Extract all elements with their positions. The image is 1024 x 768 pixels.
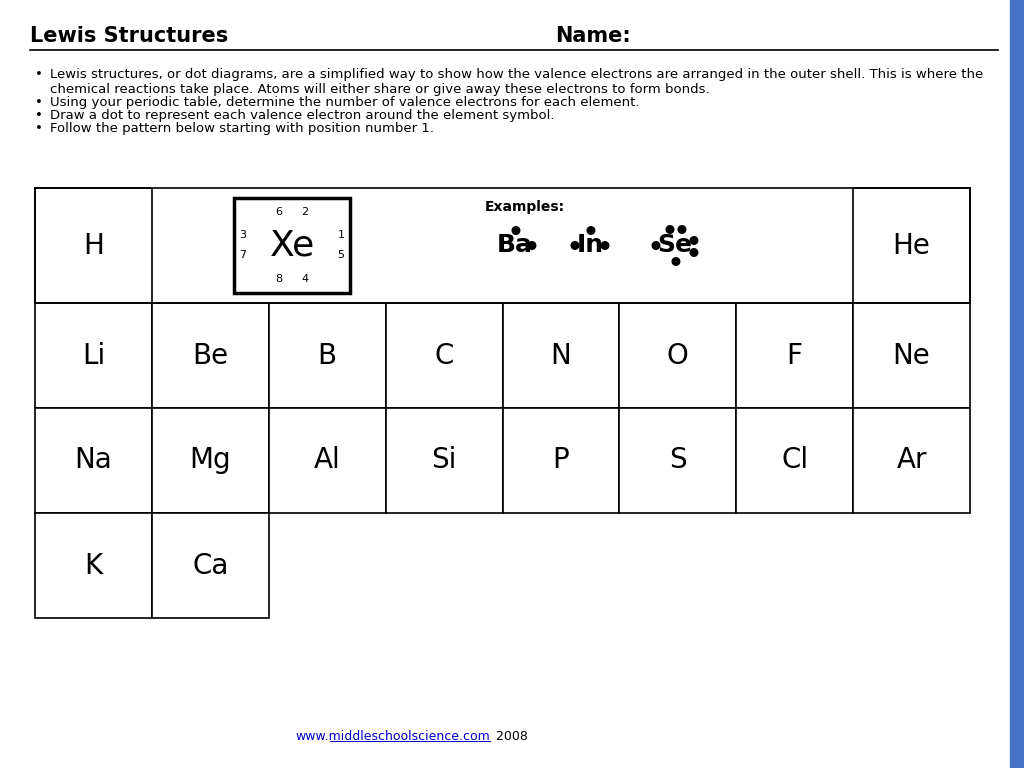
Bar xyxy=(503,408,620,513)
Bar xyxy=(152,303,268,408)
Bar xyxy=(853,303,970,408)
Text: Xe: Xe xyxy=(269,229,314,263)
Text: Ba: Ba xyxy=(497,233,532,257)
Bar xyxy=(620,408,736,513)
Text: •: • xyxy=(35,68,43,81)
Text: Using your periodic table, determine the number of valence electrons for each el: Using your periodic table, determine the… xyxy=(50,96,640,109)
Text: Be: Be xyxy=(193,342,228,369)
Text: www.middleschoolscience.com: www.middleschoolscience.com xyxy=(295,730,490,743)
Text: Lewis Structures: Lewis Structures xyxy=(30,26,228,46)
Text: 4: 4 xyxy=(301,274,308,284)
Text: C: C xyxy=(434,342,454,369)
Text: P: P xyxy=(553,446,569,475)
Text: B: B xyxy=(317,342,337,369)
Text: H: H xyxy=(83,231,103,260)
Bar xyxy=(234,198,350,293)
Text: N: N xyxy=(551,342,571,369)
Text: Cl: Cl xyxy=(781,446,808,475)
Circle shape xyxy=(652,242,659,250)
Text: Se: Se xyxy=(657,233,692,257)
Text: Draw a dot to represent each valence electron around the element symbol.: Draw a dot to represent each valence ele… xyxy=(50,109,555,122)
Bar xyxy=(620,303,736,408)
Circle shape xyxy=(690,249,697,257)
Text: Follow the pattern below starting with position number 1.: Follow the pattern below starting with p… xyxy=(50,122,434,135)
Bar xyxy=(853,188,970,303)
Bar xyxy=(152,513,268,618)
Text: Name:: Name: xyxy=(555,26,631,46)
Bar xyxy=(503,303,620,408)
Circle shape xyxy=(678,226,686,233)
Bar xyxy=(35,408,152,513)
Bar xyxy=(268,408,386,513)
Text: K: K xyxy=(84,551,102,580)
Bar xyxy=(35,303,152,408)
Bar xyxy=(736,303,853,408)
Text: In: In xyxy=(577,233,603,257)
Text: 1: 1 xyxy=(338,230,345,240)
Text: Li: Li xyxy=(82,342,105,369)
Text: 2: 2 xyxy=(301,207,308,217)
Text: Ar: Ar xyxy=(896,446,927,475)
Text: O: O xyxy=(667,342,689,369)
Text: Mg: Mg xyxy=(189,446,231,475)
Bar xyxy=(152,408,268,513)
Text: 7: 7 xyxy=(240,250,247,260)
Text: Ca: Ca xyxy=(193,551,228,580)
Bar xyxy=(853,408,970,513)
Text: S: S xyxy=(669,446,687,475)
Text: Si: Si xyxy=(431,446,457,475)
Bar xyxy=(35,188,152,303)
Circle shape xyxy=(601,242,609,250)
Text: Examples:: Examples: xyxy=(485,200,565,214)
Text: 2008: 2008 xyxy=(492,730,528,743)
Circle shape xyxy=(690,237,697,244)
Text: •: • xyxy=(35,96,43,109)
Text: Na: Na xyxy=(75,446,113,475)
Text: 6: 6 xyxy=(275,207,283,217)
Circle shape xyxy=(571,242,579,250)
Text: •: • xyxy=(35,122,43,135)
Circle shape xyxy=(512,227,520,234)
Text: Ne: Ne xyxy=(893,342,931,369)
Text: 8: 8 xyxy=(275,274,283,284)
Text: 3: 3 xyxy=(240,230,247,240)
Bar xyxy=(1010,0,1024,768)
Bar xyxy=(386,408,503,513)
Bar xyxy=(386,303,503,408)
Circle shape xyxy=(667,226,674,233)
Text: Lewis structures, or dot diagrams, are a simplified way to show how the valence : Lewis structures, or dot diagrams, are a… xyxy=(50,68,983,96)
Text: F: F xyxy=(786,342,803,369)
Circle shape xyxy=(672,258,680,265)
Text: 5: 5 xyxy=(338,250,345,260)
Circle shape xyxy=(587,227,595,234)
Circle shape xyxy=(528,242,536,250)
Bar xyxy=(736,408,853,513)
Text: Al: Al xyxy=(313,446,341,475)
Bar xyxy=(35,513,152,618)
Text: •: • xyxy=(35,109,43,122)
Bar xyxy=(268,303,386,408)
Text: He: He xyxy=(893,231,931,260)
